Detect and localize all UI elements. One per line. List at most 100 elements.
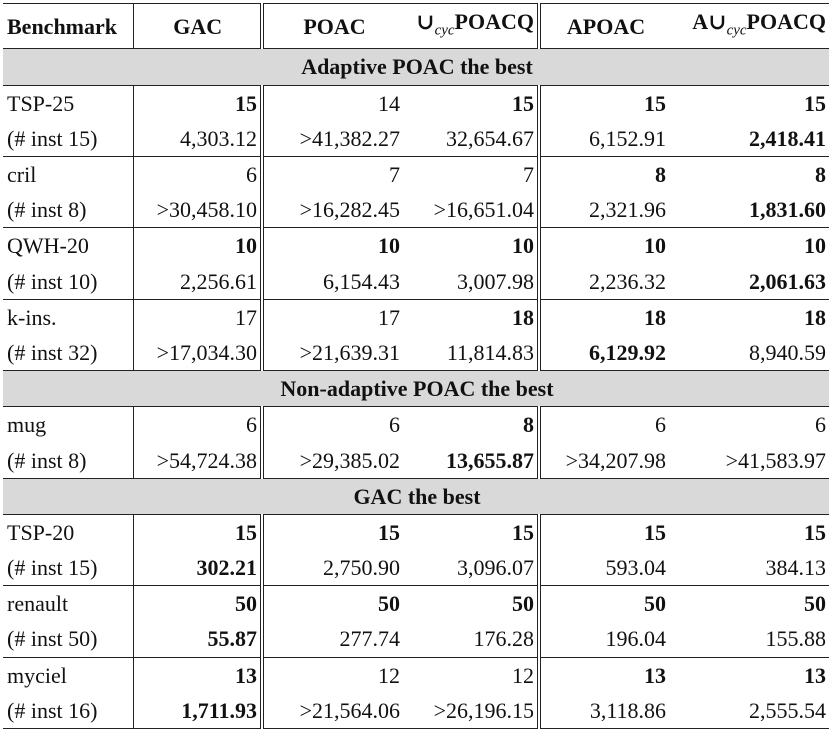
time-cell: 6,152.91 bbox=[539, 120, 669, 157]
solved-cell: 6 bbox=[389, 412, 400, 438]
header-benchmark: Benchmark bbox=[3, 2, 134, 49]
table-body: Adaptive POAC the best TSP-25 15 14 15 15 15 (#… bbox=[3, 48, 829, 729]
cup-symbol: ∪ bbox=[416, 9, 435, 34]
time-cell: >26,196.15 bbox=[403, 692, 541, 729]
solved-count-row: QWH-20 10 10 10 10 10 bbox=[3, 227, 829, 264]
runtime-row: (# inst 16) 1,711.93 >21,564.06 >26,196.15 3… bbox=[3, 692, 829, 729]
instance-count: (# inst 32) bbox=[3, 334, 134, 371]
time-cell: >29,385.02 bbox=[299, 447, 400, 473]
time-cell: 196.04 bbox=[539, 621, 669, 658]
solved-cell: 7 bbox=[403, 156, 541, 193]
time-cell: 32,654.67 bbox=[403, 120, 541, 157]
section-header-row: Non-adaptive POAC the best bbox=[3, 370, 829, 408]
benchmark-name: k-ins. bbox=[3, 299, 134, 335]
solved-cell: 6 bbox=[133, 156, 264, 193]
solved-cell: 12 bbox=[403, 657, 541, 693]
time-cell: 4,303.12 bbox=[133, 120, 264, 157]
time-cell: 2,321.96 bbox=[539, 192, 669, 229]
time-cell: 3,007.98 bbox=[403, 263, 541, 300]
a-prefix: A bbox=[692, 9, 709, 34]
solved-cell: 13 bbox=[133, 657, 264, 693]
instance-count: (# inst 8) bbox=[3, 192, 134, 229]
solved-cell: 18 bbox=[403, 299, 541, 335]
time-cell: >16,651.04 bbox=[403, 192, 541, 229]
solved-cell: 8 bbox=[655, 162, 666, 188]
time-cell: 11,814.83 bbox=[403, 334, 541, 371]
solved-cell: 7 bbox=[389, 162, 400, 188]
solved-cell: 12 bbox=[378, 662, 400, 688]
solved-count-row: mug 6 6 8 6 6 bbox=[3, 406, 829, 443]
runtime-row: (# inst 15) 4,303.12 >41,382.27 32,654.67 6,… bbox=[3, 120, 829, 157]
solved-cell: 17 bbox=[133, 299, 264, 335]
time-cell: 2,418.41 bbox=[669, 120, 829, 157]
benchmark-name: renault bbox=[3, 585, 134, 622]
solved-cell: 15 bbox=[403, 85, 541, 121]
solved-cell: 6 bbox=[815, 412, 826, 438]
results-table-figure: Benchmark GAC POAC ∪cycPOACQ APOAC A∪cyc… bbox=[3, 2, 829, 729]
solved-cell: 10 bbox=[133, 227, 264, 264]
solved-count-row: TSP-25 15 14 15 15 15 bbox=[3, 85, 829, 121]
section-title: GAC the best bbox=[3, 477, 829, 515]
poacq-text: POACQ bbox=[746, 9, 826, 34]
instance-count: (# inst 15) bbox=[3, 120, 134, 157]
cyc-subscript: cyc bbox=[434, 22, 455, 39]
section-header-row: Adaptive POAC the best bbox=[3, 48, 829, 86]
header-cyc-poacq: ∪cycPOACQ bbox=[403, 2, 541, 49]
solved-cell: 6 bbox=[133, 406, 264, 443]
instance-count: (# inst 10) bbox=[3, 263, 134, 300]
solved-cell: 50 bbox=[644, 591, 666, 617]
time-cell: 1,831.60 bbox=[669, 192, 829, 229]
time-cell: 3,096.07 bbox=[403, 550, 541, 587]
time-cell: 8,940.59 bbox=[749, 339, 826, 365]
solved-cell: 15 bbox=[133, 514, 264, 551]
instance-count: (# inst 15) bbox=[3, 550, 134, 587]
time-cell: >34,207.98 bbox=[565, 447, 666, 473]
time-cell: 6,154.43 bbox=[262, 263, 403, 300]
time-cell: 2,236.32 bbox=[539, 263, 669, 300]
instance-count: (# inst 50) bbox=[3, 621, 134, 658]
benchmark-results-table: Benchmark GAC POAC ∪cycPOACQ APOAC A∪cyc… bbox=[3, 2, 829, 729]
section-title: Non-adaptive POAC the best bbox=[3, 370, 829, 408]
header-gac: GAC bbox=[133, 2, 264, 49]
solved-cell: 14 bbox=[378, 90, 400, 116]
time-cell: 277.74 bbox=[262, 621, 403, 658]
time-cell: >17,034.30 bbox=[133, 334, 264, 371]
solved-cell: 10 bbox=[804, 233, 826, 259]
time-cell: >30,458.10 bbox=[133, 192, 264, 229]
runtime-row: (# inst 15) 302.21 2,750.90 3,096.07 593.04 3… bbox=[3, 550, 829, 587]
benchmark-name: cril bbox=[3, 156, 134, 193]
time-cell: >16,282.45 bbox=[262, 192, 403, 229]
header-poac: POAC bbox=[262, 2, 403, 49]
header-a-cyc-poacq: A∪cycPOACQ bbox=[669, 2, 829, 49]
time-cell: 155.88 bbox=[669, 621, 829, 658]
solved-cell: 15 bbox=[644, 519, 666, 545]
time-cell: 2,750.90 bbox=[262, 550, 403, 587]
solved-cell: 8 bbox=[403, 406, 541, 443]
time-cell: 1,711.93 bbox=[133, 692, 264, 729]
solved-cell: 13 bbox=[804, 662, 826, 688]
cyc-subscript: cyc bbox=[726, 22, 747, 39]
header-row: Benchmark GAC POAC ∪cycPOACQ APOAC A∪cyc… bbox=[3, 2, 829, 49]
solved-cell: 15 bbox=[804, 90, 826, 116]
solved-cell: 15 bbox=[403, 514, 541, 551]
runtime-row: (# inst 50) 55.87 277.74 176.28 196.04 155.88 bbox=[3, 621, 829, 658]
time-cell: 13,655.87 bbox=[403, 442, 541, 479]
section-header-row: GAC the best bbox=[3, 477, 829, 515]
benchmark-name: TSP-20 bbox=[3, 514, 134, 551]
time-cell: >21,564.06 bbox=[262, 692, 403, 729]
solved-cell: 15 bbox=[133, 85, 264, 121]
solved-cell: 17 bbox=[378, 304, 400, 330]
instance-count: (# inst 16) bbox=[3, 692, 134, 729]
time-cell: 2,256.61 bbox=[133, 263, 264, 300]
time-cell: 6,129.92 bbox=[589, 339, 666, 365]
time-cell: 593.04 bbox=[539, 550, 669, 587]
time-cell: 3,118.86 bbox=[539, 692, 669, 729]
solved-count-row: cril 6 7 7 8 8 bbox=[3, 156, 829, 193]
solved-cell: 50 bbox=[378, 591, 400, 617]
solved-cell: 15 bbox=[644, 90, 666, 116]
solved-cell: 6 bbox=[655, 412, 666, 438]
poacq-text: POACQ bbox=[454, 9, 534, 34]
solved-count-row: renault 50 50 50 50 50 bbox=[3, 585, 829, 622]
time-cell: 2,555.54 bbox=[669, 692, 829, 729]
runtime-row: (# inst 8) >30,458.10 >16,282.45 >16,651.04… bbox=[3, 192, 829, 229]
